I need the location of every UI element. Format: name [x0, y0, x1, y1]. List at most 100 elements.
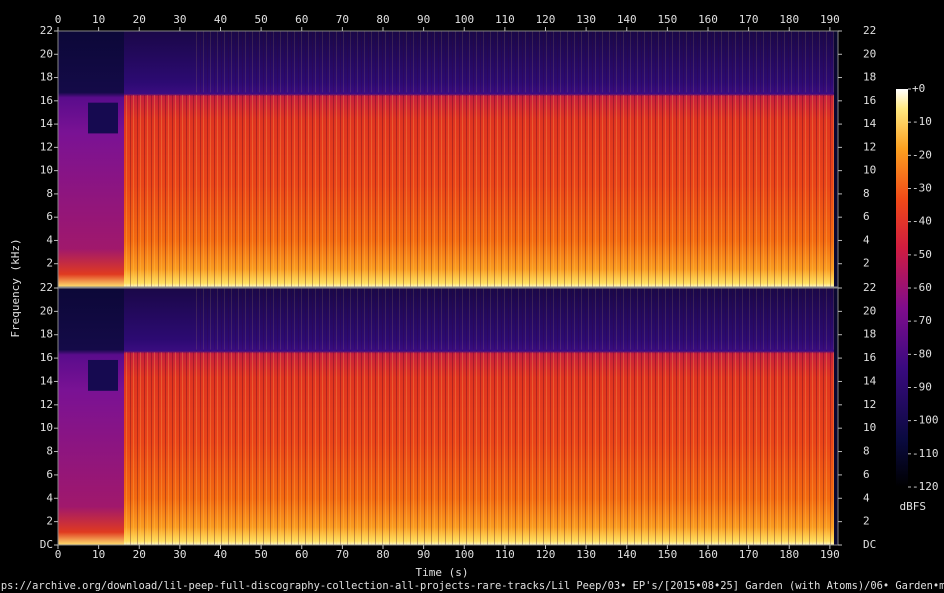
y-tick-label-right: 2 [863, 257, 870, 270]
y-tick-label-right: 14 [863, 117, 877, 130]
colorbar-tick-label: -20 [912, 148, 932, 161]
y-tick-label-right: 20 [863, 304, 876, 317]
y-tick-label-right: 18 [863, 328, 876, 341]
y-tick-label-right: 6 [863, 468, 870, 481]
x-tick-label-bottom: 50 [255, 548, 268, 561]
y-tick-label-left: 18 [40, 328, 53, 341]
colorbar-tick-label: -90 [912, 381, 932, 394]
y-tick-label-right: 22 [863, 281, 876, 294]
x-tick-label-top: 120 [536, 13, 556, 26]
x-tick-label-bottom: 30 [173, 548, 186, 561]
y-tick-label-right: 18 [863, 71, 876, 84]
y-tick-label-right: 16 [863, 94, 876, 107]
x-tick-label-bottom: 170 [739, 548, 759, 561]
spectrogram-texture [196, 288, 834, 350]
y-tick-label-left: 14 [40, 374, 54, 387]
y-tick-label-right: 8 [863, 445, 870, 458]
x-tick-label-bottom: 110 [495, 548, 515, 561]
x-tick-label-bottom: 120 [536, 548, 556, 561]
x-tick-label-bottom: 180 [779, 548, 799, 561]
colorbar-tick-label: -60 [912, 281, 932, 294]
y-tick-label-left: 16 [40, 351, 53, 364]
x-tick-label-top: 140 [617, 13, 637, 26]
y-tick-label-right: 4 [863, 233, 870, 246]
x-tick-label-top: 30 [173, 13, 186, 26]
y-tick-label-left: 12 [40, 140, 53, 153]
colorbar-tick-label: -100 [912, 414, 939, 427]
x-tick-label-top: 60 [295, 13, 308, 26]
y-tick-label-right: 10 [863, 421, 876, 434]
y-axis-label: Frequency (kHz) [9, 238, 22, 337]
y-tick-label-left: 12 [40, 398, 53, 411]
y-tick-label-right: 12 [863, 140, 876, 153]
x-tick-label-top: 40 [214, 13, 227, 26]
y-tick-label-right: 10 [863, 164, 876, 177]
x-tick-label-top: 80 [376, 13, 389, 26]
spectrogram-dark-gap [88, 102, 118, 134]
y-tick-label-left: 16 [40, 94, 53, 107]
x-tick-label-bottom: 40 [214, 548, 227, 561]
colorbar [896, 89, 908, 487]
y-tick-label-right: 20 [863, 47, 876, 60]
y-tick-label-left: 2 [46, 515, 53, 528]
y-tick-label-left: 20 [40, 47, 53, 60]
x-tick-label-bottom: 90 [417, 548, 430, 561]
y-tick-label-left: 22 [40, 281, 53, 294]
spectrogram-intro [58, 288, 124, 545]
x-tick-label-top: 170 [739, 13, 759, 26]
x-tick-label-top: 160 [698, 13, 718, 26]
x-tick-label-bottom: 0 [55, 548, 62, 561]
x-tick-label-top: 70 [336, 13, 349, 26]
colorbar-tick-label: -120 [912, 480, 939, 493]
spectrogram-texture [124, 352, 834, 545]
x-tick-label-bottom: 60 [295, 548, 308, 561]
spectrogram-dark-gap [88, 359, 118, 391]
x-tick-label-top: 130 [576, 13, 596, 26]
spectrogram-texture [124, 95, 834, 287]
x-tick-label-top: 150 [657, 13, 677, 26]
colorbar-tick-label: -30 [912, 182, 932, 195]
colorbar-tick-label: -110 [912, 447, 939, 460]
x-tick-label-top: 10 [92, 13, 105, 26]
spectrogram-intro [58, 31, 124, 287]
y-tick-label-right: 14 [863, 374, 877, 387]
x-tick-label-top: 90 [417, 13, 430, 26]
x-tick-label-bottom: 100 [454, 548, 474, 561]
y-tick-label-right: 16 [863, 351, 876, 364]
x-tick-label-top: 20 [133, 13, 146, 26]
y-tick-label-left: 18 [40, 71, 53, 84]
colorbar-label: dBFS [900, 500, 927, 513]
source-path: https://archive.org/download/lil-peep-fu… [0, 580, 944, 592]
y-tick-label-left: 6 [46, 210, 53, 223]
y-tick-label-left: 8 [46, 445, 53, 458]
x-tick-label-bottom: 160 [698, 548, 718, 561]
y-tick-label-right: 2 [863, 515, 870, 528]
x-tick-label-bottom: 70 [336, 548, 349, 561]
y-tick-label-left: 10 [40, 164, 53, 177]
spectrogram-border [57, 287, 839, 546]
colorbar-tick-label: -70 [912, 314, 932, 327]
colorbar-tick-label: -10 [912, 115, 932, 128]
x-tick-label-bottom: 140 [617, 548, 637, 561]
y-tick-label-right: 6 [863, 210, 870, 223]
y-tick-label-right: 8 [863, 187, 870, 200]
y-tick-label-right: 4 [863, 491, 870, 504]
y-tick-label-left: 10 [40, 421, 53, 434]
y-tick-label-left: 20 [40, 304, 53, 317]
y-tick-label-left: DC [40, 538, 53, 551]
y-tick-label-right: 22 [863, 24, 876, 37]
colorbar-tick-label: +0 [912, 82, 925, 95]
colorbar-tick-label: -50 [912, 248, 932, 261]
x-tick-label-bottom: 150 [657, 548, 677, 561]
x-tick-label-top: 50 [255, 13, 268, 26]
spectrogram-border [57, 30, 839, 288]
colorbar-tick-label: -80 [912, 347, 932, 360]
y-tick-label-left: 6 [46, 468, 53, 481]
y-tick-label-right: 12 [863, 398, 876, 411]
x-tick-label-top: 190 [820, 13, 840, 26]
y-tick-label-left: 8 [46, 187, 53, 200]
y-tick-label-left: 14 [40, 117, 54, 130]
spectrogram-texture [196, 31, 834, 93]
